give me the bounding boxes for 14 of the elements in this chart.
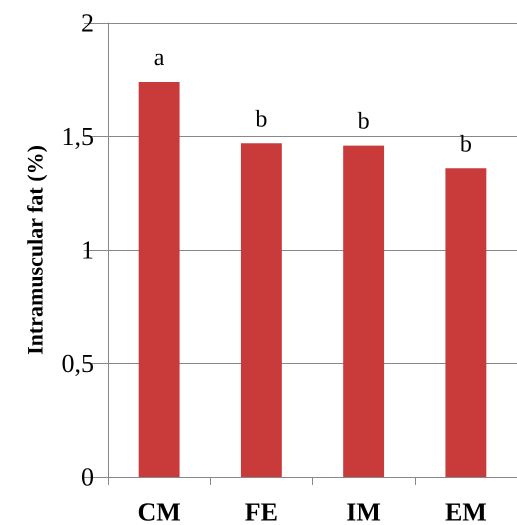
- y-axis-title: Intramuscular fat (%): [22, 145, 48, 355]
- x-tick-label: FE: [244, 498, 278, 525]
- y-tick-label: 1,5: [62, 122, 94, 151]
- x-tick-label: EM: [444, 498, 487, 525]
- annotation: b: [255, 106, 268, 132]
- annotation: a: [154, 45, 165, 72]
- y-tick-label: 1: [81, 236, 94, 264]
- y-tick-label: 0: [81, 462, 94, 492]
- x-tick-label: IM: [346, 498, 381, 525]
- y-tick-label: 0,5: [62, 349, 94, 378]
- x-tick-label: CM: [137, 498, 181, 525]
- annotation: b: [358, 108, 370, 135]
- y-tick-label: 2: [81, 8, 94, 38]
- annotation: b: [460, 131, 472, 158]
